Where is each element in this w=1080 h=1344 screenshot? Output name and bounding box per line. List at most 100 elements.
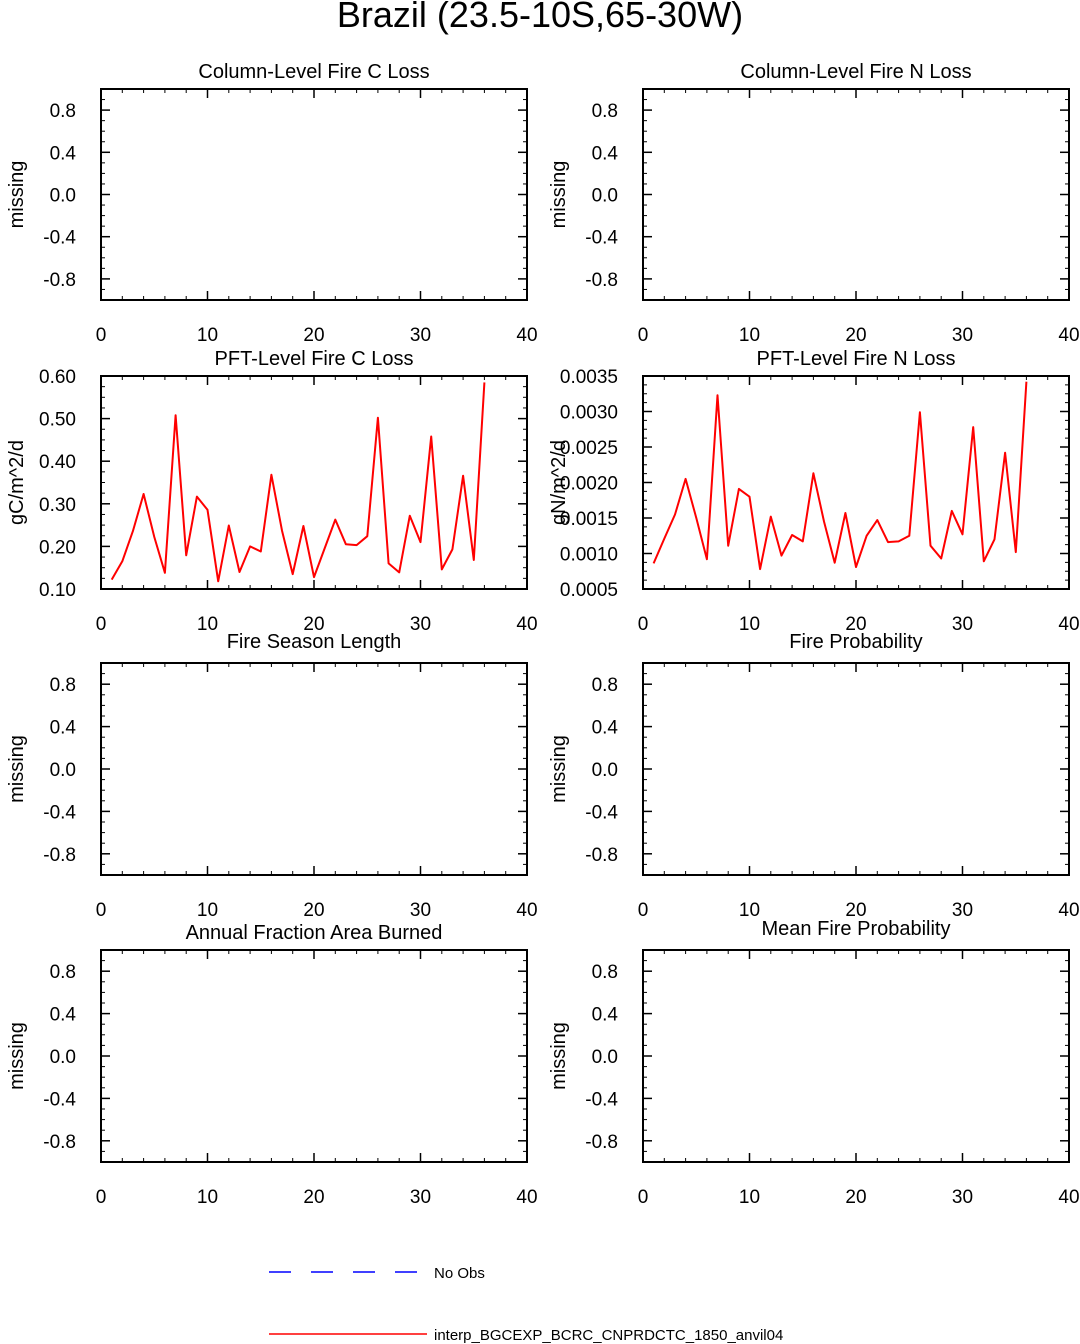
plot-frame — [100, 949, 528, 1163]
x-tick-label: 0 — [638, 900, 649, 921]
panel-title: Column-Level Fire N Loss — [740, 61, 971, 83]
x-tick-label: 10 — [197, 614, 218, 635]
x-tick-label: 0 — [96, 900, 107, 921]
x-tick-label: 20 — [845, 900, 866, 921]
y-tick-label: -0.4 — [43, 802, 76, 823]
y-tick-label: -0.8 — [585, 1132, 618, 1153]
y-tick-label: 0.8 — [592, 101, 618, 122]
panel-title: Fire Probability — [789, 631, 922, 653]
y-axis-label: missing — [548, 735, 570, 803]
legend-label: interp_BGCEXP_BCRC_CNPRDCTC_1850_anvil04 — [434, 1327, 783, 1344]
y-tick-label: 0.0 — [50, 760, 76, 781]
y-tick-label: 0.4 — [50, 143, 77, 164]
x-tick-label: 40 — [516, 900, 537, 921]
panel-pft-n: 0 10 20 30 40 0.0005 0.0010 0.0015 0.0020 0.0025 0… — [548, 348, 1080, 635]
y-tick-label: -0.8 — [43, 845, 76, 866]
x-tick-label: 40 — [516, 614, 537, 635]
panel-meanprob: 0 10 20 30 40 0.8 0.4 0.0 -0.4 -0.8 Mean Fire Prob… — [548, 918, 1080, 1208]
y-tick-label: -0.8 — [43, 1132, 76, 1153]
y-tick-label: 0.0015 — [560, 509, 618, 530]
x-tick-label: 30 — [410, 325, 431, 346]
x-tick-label: 10 — [739, 1187, 760, 1208]
panel-title: Mean Fire Probability — [762, 918, 951, 940]
legend: No Obs interp_BGCEXP_BCRC_CNPRDCTC_1850_a… — [269, 1265, 783, 1344]
x-tick-label: 30 — [410, 1187, 431, 1208]
panel-title: PFT-Level Fire C Loss — [215, 348, 414, 370]
y-axis-label: missing — [6, 735, 28, 803]
y-tick-label: 0.0 — [50, 186, 76, 207]
y-axis-label: gN/m^2/d — [548, 440, 570, 525]
x-tick-label: 40 — [1058, 1187, 1079, 1208]
plot-frame — [100, 88, 528, 301]
x-tick-label: 0 — [96, 325, 107, 346]
x-tick-label: 10 — [197, 325, 218, 346]
x-tick-label: 20 — [845, 325, 866, 346]
x-tick-label: 0 — [638, 614, 649, 635]
y-tick-label: 0.0030 — [560, 403, 618, 424]
plot-frame — [642, 662, 1070, 876]
x-tick-label: 20 — [845, 1187, 866, 1208]
panel-area: 0 10 20 30 40 0.8 0.4 0.0 -0.4 -0.8 Annual Fractio… — [6, 922, 538, 1208]
y-tick-label: -0.4 — [585, 1089, 618, 1110]
y-tick-label: 0.0035 — [560, 367, 618, 388]
x-tick-label: 40 — [1058, 900, 1079, 921]
x-tick-label: 10 — [739, 900, 760, 921]
y-tick-label: 0.8 — [592, 675, 618, 696]
y-tick-label: 0.8 — [592, 962, 618, 983]
x-tick-label: 20 — [845, 614, 866, 635]
y-tick-label: 0.4 — [592, 1005, 619, 1026]
x-tick-label: 30 — [952, 900, 973, 921]
x-tick-label: 20 — [303, 614, 324, 635]
y-tick-label: 0.60 — [39, 367, 76, 388]
y-tick-label: -0.4 — [43, 1089, 76, 1110]
panel-col-c: 0 10 20 30 40 0.8 0.4 0.0 -0.4 -0.8 Column-Level F… — [6, 61, 538, 346]
y-tick-label: 0.4 — [592, 143, 619, 164]
y-tick-label: -0.4 — [585, 802, 618, 823]
y-tick-label: 0.8 — [50, 101, 76, 122]
x-tick-label: 30 — [410, 900, 431, 921]
plot-frame — [642, 949, 1070, 1163]
x-tick-label: 20 — [303, 900, 324, 921]
x-tick-label: 0 — [96, 614, 107, 635]
series-line — [652, 381, 1028, 571]
x-tick-label: 10 — [739, 325, 760, 346]
panel-col-n: 0 10 20 30 40 0.8 0.4 0.0 -0.4 -0.8 Column-Level F… — [548, 61, 1080, 346]
x-tick-label: 30 — [952, 614, 973, 635]
y-axis-label: missing — [548, 161, 570, 229]
x-tick-label: 0 — [638, 325, 649, 346]
panel-season: 0 10 20 30 40 0.8 0.4 0.0 -0.4 -0.8 Fire Season Le… — [6, 631, 538, 921]
x-tick-label: 0 — [96, 1187, 107, 1208]
y-axis-label: gC/m^2/d — [6, 440, 28, 525]
x-tick-label: 10 — [197, 900, 218, 921]
x-tick-label: 10 — [739, 614, 760, 635]
x-tick-label: 20 — [303, 1187, 324, 1208]
y-axis-label: missing — [548, 1022, 570, 1090]
y-tick-label: -0.4 — [585, 228, 618, 249]
y-tick-label: 0.4 — [50, 718, 77, 739]
panel-pft-c: 0 10 20 30 40 0.10 0.20 0.30 0.40 0.50 0.60 PFT-Lev… — [6, 348, 538, 635]
y-tick-label: 0.4 — [50, 1005, 77, 1026]
y-tick-label: 0.40 — [39, 452, 76, 473]
x-tick-label: 0 — [638, 1187, 649, 1208]
y-tick-label: 0.8 — [50, 962, 76, 983]
x-tick-label: 40 — [516, 325, 537, 346]
legend-label: No Obs — [434, 1265, 485, 1282]
plot-frame — [100, 662, 528, 876]
y-tick-label: 0.0 — [50, 1047, 76, 1068]
panel-title: Fire Season Length — [227, 631, 402, 653]
y-tick-label: 0.0 — [592, 760, 618, 781]
x-tick-label: 40 — [516, 1187, 537, 1208]
y-tick-label: 0.30 — [39, 495, 76, 516]
y-axis-label: missing — [6, 161, 28, 229]
y-tick-label: -0.4 — [43, 228, 76, 249]
y-tick-label: 0.0 — [592, 186, 618, 207]
y-tick-label: 0.50 — [39, 410, 76, 431]
y-tick-label: 0.0005 — [560, 580, 618, 601]
y-tick-label: -0.8 — [585, 845, 618, 866]
x-tick-label: 40 — [1058, 614, 1079, 635]
x-tick-label: 40 — [1058, 325, 1079, 346]
y-tick-label: 0.0010 — [560, 545, 618, 566]
panel-prob: 0 10 20 30 40 0.8 0.4 0.0 -0.4 -0.8 Fire Probabili… — [548, 631, 1080, 921]
y-axis-label: missing — [6, 1022, 28, 1090]
